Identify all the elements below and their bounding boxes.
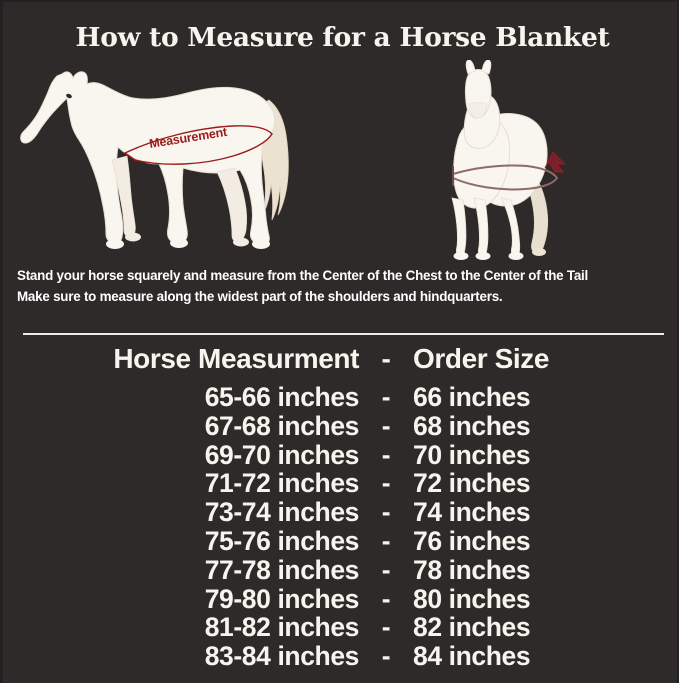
horse-muzzle	[468, 102, 488, 119]
horse-hindleg-near	[500, 197, 521, 258]
cell-measurement: 65-66 inches	[204, 382, 360, 412]
horse-front-view-icon	[451, 60, 567, 260]
cell-measurement: 81-82 inches	[204, 612, 360, 643]
cell-order-size: 72 inches	[413, 468, 531, 499]
table-row: 69-70 inches -70 inches	[3, 439, 677, 470]
table-row: 71-72 inches -72 inches	[3, 468, 677, 499]
horse-side-view-icon: Measurement	[20, 71, 289, 249]
horse-hind-leg-far	[216, 167, 248, 242]
instruction-line-1: Stand your horse squarely and measure fr…	[17, 268, 589, 284]
cell-dash: -	[381, 497, 391, 528]
cell-order-size: 70 inches	[413, 439, 531, 470]
cell-order-size: 76 inches	[413, 525, 531, 556]
table-row: 83-84 inches -84 inches	[3, 641, 677, 672]
table-row: 73-74 inches -74 inches	[3, 497, 677, 528]
cell-dash: -	[381, 612, 391, 643]
instructions-block: Stand your horse squarely and measure fr…	[17, 266, 636, 308]
size-table-rows: 65-66 inches -66 inches 67-68 inches -68 in…	[3, 382, 677, 672]
size-table-header-row: Horse Measurment - Order Size	[3, 343, 677, 382]
cell-order-size: 80 inches	[413, 583, 531, 614]
horse-foreleg-left	[451, 197, 467, 258]
header-order-size: Order Size	[413, 343, 550, 374]
instruction-line-2: Make sure to measure along the widest pa…	[17, 289, 503, 305]
cell-dash: -	[381, 468, 391, 499]
horse-foreleg-right	[473, 197, 489, 258]
cell-measurement: 79-80 inches	[204, 583, 360, 614]
table-row: 81-82 inches -82 inches	[3, 612, 677, 643]
cell-measurement: 83-84 inches	[204, 641, 360, 672]
table-row: 65-66 inches -66 inches	[3, 382, 677, 412]
hoof-hf	[532, 248, 546, 256]
cell-dash: -	[381, 382, 391, 412]
horse-ear-left	[465, 60, 476, 75]
table-row: 79-80 inches -80 inches	[3, 583, 677, 614]
cell-order-size: 78 inches	[413, 554, 531, 585]
cell-order-size: 66 inches	[413, 382, 531, 412]
size-table: Horse Measurment - Order Size 65-66 inch…	[3, 343, 677, 672]
hoof-fl	[453, 252, 469, 260]
cell-measurement: 75-76 inches	[204, 525, 360, 556]
cell-dash: -	[381, 525, 391, 556]
illustration-area: Measurement	[3, 60, 677, 265]
cell-order-size: 74 inches	[413, 497, 531, 528]
horse-ear-right	[481, 60, 492, 75]
hoof-hind-near	[170, 238, 188, 248]
cell-order-size: 68 inches	[413, 410, 531, 441]
cell-order-size: 82 inches	[413, 612, 531, 643]
table-row: 67-68 inches -68 inches	[3, 410, 677, 441]
table-row: 75-76 inches -76 inches	[3, 525, 677, 556]
measurement-tape	[452, 164, 559, 191]
cell-dash: -	[381, 410, 391, 441]
cell-measurement: 69-70 inches	[204, 439, 360, 470]
cell-measurement: 77-78 inches	[204, 554, 360, 585]
hoof-hn	[508, 252, 524, 260]
measurement-line	[123, 125, 273, 165]
cell-measurement: 71-72 inches	[204, 468, 360, 499]
cell-measurement: 67-68 inches	[204, 410, 360, 441]
page-title: How to Measure for a Horse Blanket	[75, 22, 610, 53]
cell-dash: -	[381, 439, 391, 470]
cell-dash: -	[381, 583, 391, 614]
cell-dash: -	[381, 554, 391, 585]
cell-measurement: 73-74 inches	[204, 497, 360, 528]
measurement-arrow-icon	[544, 151, 567, 173]
section-divider	[23, 333, 664, 335]
header-dash: -	[381, 343, 391, 374]
horse-eye	[66, 93, 72, 99]
table-row: 77-78 inches -78 inches	[3, 554, 677, 585]
hoof-front-near	[106, 239, 124, 249]
hoof-fr	[475, 252, 491, 260]
cell-order-size: 84 inches	[413, 641, 531, 672]
hoof-front-far	[125, 232, 141, 242]
header-measurement: Horse Measurment	[113, 343, 359, 374]
hoof-hind-rear	[252, 239, 270, 249]
cell-dash: -	[381, 641, 391, 672]
hoof-hind-far	[233, 237, 249, 247]
